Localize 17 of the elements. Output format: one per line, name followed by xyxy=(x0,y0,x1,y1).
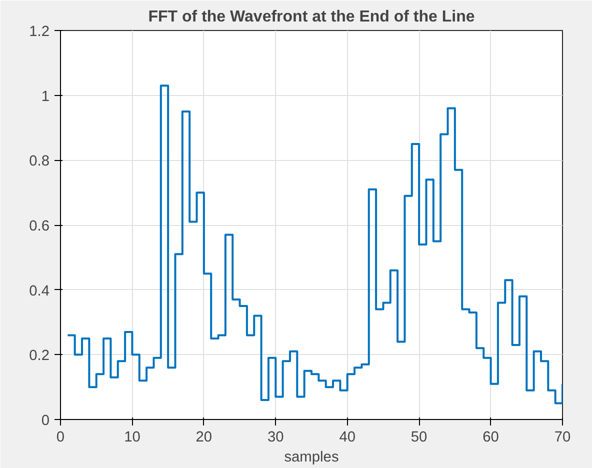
x-tick-label: 10 xyxy=(124,430,140,446)
x-tick-label: 0 xyxy=(56,430,65,446)
x-axis-title: samples xyxy=(284,450,339,466)
y-tick-label: 0 xyxy=(41,413,50,429)
x-tick-label: 70 xyxy=(554,430,571,446)
y-tick-label: 1 xyxy=(41,88,50,105)
x-tick-label: 50 xyxy=(410,430,428,446)
y-tick-label: 0.2 xyxy=(29,348,50,364)
x-tick-label: 30 xyxy=(267,430,284,446)
x-tick-label: 20 xyxy=(196,430,212,446)
x-tick-label: 40 xyxy=(339,430,356,446)
x-tick-label: 60 xyxy=(482,430,499,446)
y-tick-label: 0.6 xyxy=(29,218,50,234)
y-tick-label: 0.8 xyxy=(29,154,50,170)
y-tick-label: 1.2 xyxy=(29,24,50,40)
y-tick-label: 0.4 xyxy=(29,283,50,300)
chart-title: FFT of the Wavefront at the End of the Line xyxy=(148,8,475,26)
